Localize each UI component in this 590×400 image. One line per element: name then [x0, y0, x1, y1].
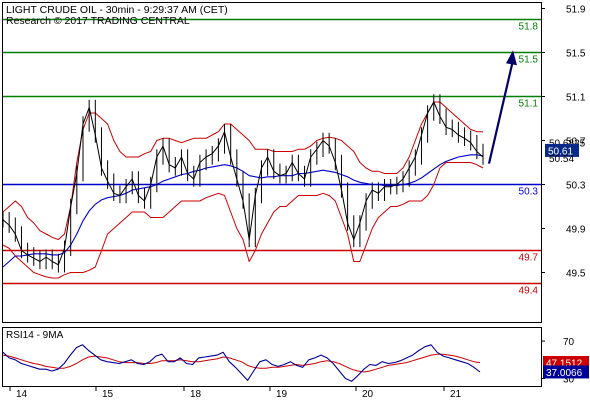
price-series: [2, 94, 484, 279]
x-tick-label: 18: [190, 389, 202, 400]
rsi-series: [2, 344, 481, 382]
x-tick-label: 15: [102, 389, 114, 400]
y-tick-label: 51.9: [566, 5, 586, 16]
level-label-51.1: 51.1: [519, 99, 539, 110]
rsi-value-tag: 37.0066: [546, 368, 583, 379]
time-axis: 14 15 18 19 20 21: [9, 386, 462, 400]
y-tick-label: 49.9: [566, 225, 586, 236]
rsi-panel-title: RSI14 - 9MA: [6, 330, 64, 341]
forecast-arrow-shaft: [487, 60, 515, 164]
price-levels: [3, 18, 541, 285]
x-tick-label: 20: [362, 389, 374, 400]
price-axis: 51.9 51.5 51.1 50.7 50.3 49.9 49.5: [541, 5, 586, 280]
y-tick-label: 49.5: [566, 269, 586, 280]
x-tick-label: 14: [16, 389, 28, 400]
rsi-line: [2, 344, 481, 382]
level-label-51.5: 51.5: [519, 55, 539, 66]
rsi-tick-label: 30: [563, 375, 575, 386]
level-label-49.4: 49.4: [519, 286, 539, 297]
level-label-49.7: 49.7: [519, 253, 539, 264]
rsi-tick-label: 70: [563, 337, 575, 348]
y-tick-label: 50.7: [566, 137, 586, 148]
bollinger-lower-line: [2, 162, 484, 279]
last-value-tag-box: [545, 143, 579, 157]
rsi-value-tag: 47.1512: [546, 358, 583, 369]
y-tick-label: 50.3: [566, 181, 586, 192]
price-panel-frame: [2, 2, 542, 323]
y-tick-label: 51.5: [566, 49, 586, 60]
price-level-labels: 51.8 51.5 51.1 50.3 49.7 49.4: [519, 22, 539, 297]
chart-title: LIGHT CRUDE OIL - 30min - 9:29:37 AM (CE…: [6, 4, 228, 16]
last-value-tag: 50.61: [548, 146, 573, 157]
last-value-label: 50.54: [549, 154, 574, 165]
forecast-arrow: [487, 50, 517, 164]
y-tick-label: 51.1: [566, 93, 586, 104]
forecast-arrow-head: [506, 50, 517, 66]
rsi-ma-line: [2, 353, 481, 373]
price-close-line: [2, 101, 484, 266]
x-tick-label: 21: [450, 389, 462, 400]
rsi-value-tag-box: [543, 365, 589, 379]
level-label-50.3: 50.3: [519, 187, 539, 198]
level-label-51.8: 51.8: [519, 22, 539, 33]
rsi-panel-frame: [2, 327, 542, 387]
chart-credit: Research © 2017 TRADING CENTRAL: [6, 15, 190, 27]
x-tick-label: 19: [276, 389, 288, 400]
